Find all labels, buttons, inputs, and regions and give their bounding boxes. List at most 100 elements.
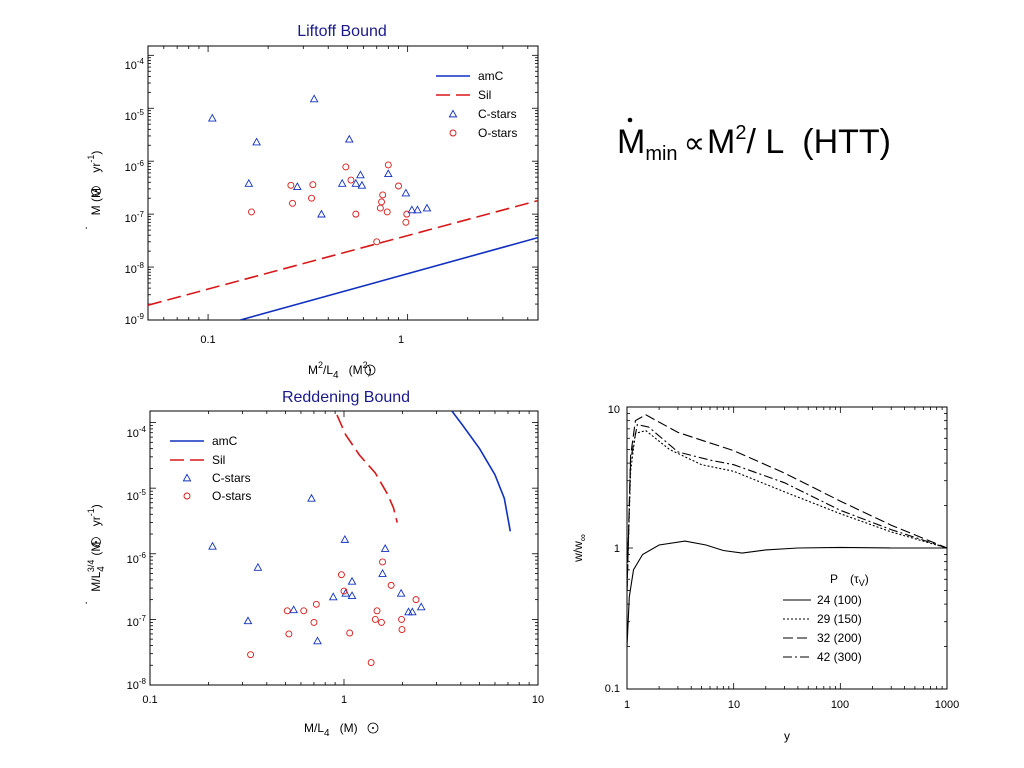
panel1-legend-ostars-label: O-stars <box>478 126 517 140</box>
panel1-ytick-1e-6: 10-6 <box>125 159 145 174</box>
panel1-ostar-point <box>378 198 385 206</box>
panel2-legend-cstars-marker <box>182 473 192 482</box>
panel1-ytick-1e-9: 10-9 <box>125 312 145 327</box>
panel3-data <box>627 414 947 647</box>
panel2-cstar-point <box>347 576 357 585</box>
panel2-ostar-point <box>310 618 318 626</box>
panel2-amc-line <box>451 411 512 532</box>
panel1-ostar-point <box>309 181 317 189</box>
svg-text:M (M yr-1): M (M yr-1) <box>86 151 103 216</box>
panel2-ostar-point <box>373 607 381 615</box>
panel1-title: Liftoff Bound <box>297 23 387 40</box>
panel2-ylabel-sun-dot <box>95 541 97 543</box>
panel1-cstar-point <box>252 137 261 146</box>
panel2-ostar-point <box>340 587 348 595</box>
panel3-ytick-10: 10 <box>608 404 620 416</box>
panel2-cstar-point <box>341 588 351 597</box>
panel1-legend-amc-label: amC <box>478 69 504 83</box>
panel1-xtick-0.1: 0.1 <box>200 334 215 346</box>
panel1-frame <box>147 45 539 321</box>
panel3-xtick-10: 10 <box>728 699 740 711</box>
panel1-cstar-point <box>207 113 217 122</box>
panel2-ytick-1e-4: 10-4 <box>127 425 147 440</box>
panel1-legend-ostars-marker <box>449 129 457 137</box>
panel1-ylabel-sun-dot <box>95 190 97 192</box>
panel2-xtick-10: 10 <box>532 694 544 706</box>
panel1-ytick-1e-8: 10-8 <box>125 261 145 276</box>
panel2-ostar-point <box>398 615 406 623</box>
panel1-yticklabels: 10-9 10-8 10-7 10-6 10-5 10-4 <box>125 57 145 327</box>
panel1-ytick-1e-7: 10-7 <box>125 210 145 225</box>
panel1-cstar-point <box>356 170 365 179</box>
panel1-ostar-point <box>289 199 296 207</box>
panel3-xlabel: y <box>784 729 790 743</box>
panel1-cstar-point <box>337 178 347 187</box>
panel2-legend-ostar-marker <box>183 492 191 500</box>
panel1-xlabel: M2/L4(M2) <box>308 360 372 381</box>
panel2-yticklabels: 10-8 10-7 10-6 10-5 10-4 <box>127 425 147 692</box>
panel3-xtick-1: 1 <box>624 699 630 711</box>
panel2-data <box>208 411 512 666</box>
panel2-cstar-point <box>313 636 322 645</box>
panel1-ylabel-sun-icon <box>91 186 101 196</box>
panel1-ostar-point <box>308 194 316 202</box>
panel1-legend-ostar-marker <box>449 129 457 137</box>
panel2-cstar-point <box>378 569 387 577</box>
panel3-ytick-0.1: 0.1 <box>605 683 620 695</box>
panel1-legend-cstar-marker <box>448 109 458 118</box>
panel2-ostar-point <box>312 600 320 608</box>
panel2-ostar-point <box>247 651 255 659</box>
panel2-ostar-point <box>285 630 293 638</box>
equation: Mmin ∝M2/ L (HTT) <box>617 117 891 165</box>
panel2-xtick-0.1: 0.1 <box>142 694 157 706</box>
panel2-ostar-point <box>367 659 375 666</box>
panel2-xlabel-sun-icon <box>367 722 379 734</box>
panel2-ytick-1e-7: 10-7 <box>127 614 147 629</box>
panel1-ostar-point <box>403 210 411 218</box>
panel2-ylabel-sun-icon <box>91 537 101 547</box>
panel1-ostar-point <box>376 204 384 212</box>
panel1-sil-line <box>148 199 538 306</box>
panel1-cstar-point <box>401 188 411 197</box>
panel1-cstar-point <box>383 169 393 178</box>
panel1-ostar-point <box>383 208 391 216</box>
panel1-ostar-point <box>287 181 295 189</box>
panel1-legend-cstars-label: C-stars <box>478 107 517 121</box>
panel1-ostar-point <box>402 218 410 226</box>
panel2-ostar-point <box>371 615 379 623</box>
panel1-xlabel-sun-dot <box>369 369 371 371</box>
panel2-ostar-point <box>283 607 291 615</box>
panel1-ytick-1e-5: 10-5 <box>125 108 145 123</box>
panel3-series-line-0 <box>627 540 947 647</box>
panel1-ticks <box>147 46 538 321</box>
panel1-cstar-point <box>244 178 254 187</box>
panel2-sil-line <box>336 414 398 523</box>
panel1-legend-cstars-marker <box>448 109 458 118</box>
panel2-ytick-1e-6: 10-6 <box>127 551 147 566</box>
panel2-ytick-1e-8: 10-8 <box>127 677 147 692</box>
panel3-series-line-1 <box>627 429 947 591</box>
panel3-legend-label-1: 29 (150) <box>817 612 862 626</box>
panel1-ostar-point <box>395 182 402 190</box>
panel1-cstar-point <box>317 209 326 218</box>
panel2-xlabel: M/L4 (M) <box>304 721 358 739</box>
panel2-ostar-point <box>379 558 386 566</box>
panel1-ostar-point <box>373 238 381 246</box>
panel2-legend-cstar-marker <box>182 473 192 482</box>
panel2-ticks <box>149 411 539 686</box>
panel1-xtick-1: 1 <box>398 334 404 346</box>
panel2-cstar-point <box>328 592 338 601</box>
svg-text:w/w∞: w/w∞ <box>571 534 589 563</box>
panel1-cstar-point <box>309 94 319 103</box>
equation-dot <box>627 117 633 123</box>
panel1-cstar-point <box>292 182 302 191</box>
panel2-title: Reddening Bound <box>282 389 410 406</box>
panel1-legend-sil-label: Sil <box>478 88 491 102</box>
panel1-data <box>148 94 538 320</box>
panel2-cstar-point <box>416 602 426 611</box>
panel2-ylabel-dot: . <box>76 601 90 604</box>
panel2-cstar-point <box>407 607 417 616</box>
panel2-xlabel-sun-dot <box>372 727 374 729</box>
panel2-legend-ostars-marker <box>183 492 191 500</box>
